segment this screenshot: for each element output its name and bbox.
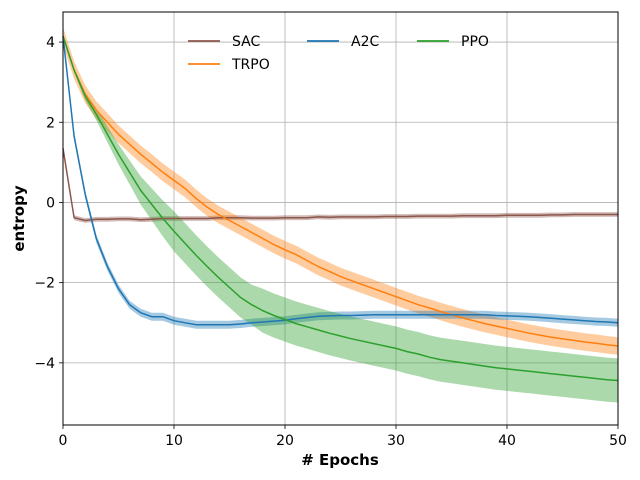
x-tick-label: 40 bbox=[498, 433, 516, 449]
ppo-series-line bbox=[62, 35, 619, 382]
ppo-confidence-band bbox=[63, 36, 618, 403]
x-tick-label: 50 bbox=[609, 433, 627, 449]
trpo-series-line bbox=[62, 35, 619, 347]
legend-label-trpo: TRPO bbox=[231, 57, 270, 73]
x-tick-label: 30 bbox=[387, 433, 405, 449]
x-tick-label: 20 bbox=[276, 433, 294, 449]
y-tick-label: 4 bbox=[46, 35, 55, 51]
x-tick-label: 0 bbox=[59, 433, 68, 449]
y-tick-label: 2 bbox=[46, 115, 55, 131]
a2c-series-line bbox=[62, 36, 619, 326]
sac-series-line bbox=[62, 148, 618, 222]
plot-frame bbox=[62, 11, 619, 426]
legend-label-a2c: A2C bbox=[351, 34, 379, 50]
legend-label-ppo: PPO bbox=[461, 34, 489, 50]
y-tick-label: −4 bbox=[34, 356, 55, 372]
y-tick-label: −2 bbox=[34, 276, 55, 292]
legend-label-sac: SAC bbox=[232, 34, 260, 50]
y-axis-title: entropy bbox=[10, 185, 28, 251]
legend: SAC TRPO A2C PPO bbox=[188, 34, 489, 73]
x-tick-label: 10 bbox=[165, 433, 183, 449]
y-tick-label: 0 bbox=[46, 195, 55, 211]
x-axis-title: # Epochs bbox=[301, 451, 379, 469]
series-lines bbox=[62, 35, 619, 382]
